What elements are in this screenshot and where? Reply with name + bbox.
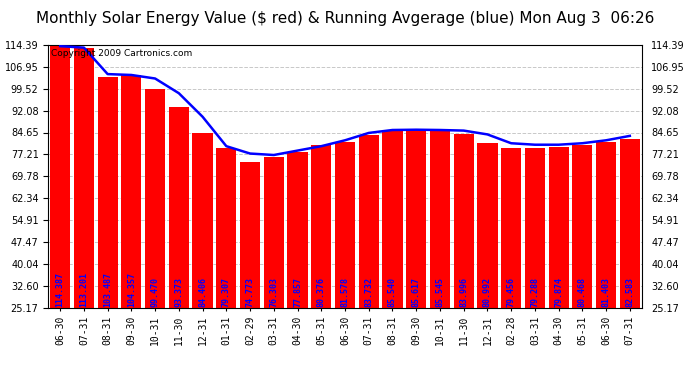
Text: 82.583: 82.583	[625, 277, 634, 307]
Text: 93.373: 93.373	[175, 277, 184, 307]
Text: 74.773: 74.773	[246, 277, 255, 307]
Bar	[620, 139, 640, 308]
Bar	[335, 141, 355, 308]
Bar	[50, 45, 70, 308]
Bar	[145, 89, 165, 308]
Text: 84.406: 84.406	[198, 277, 207, 307]
Text: 85.617: 85.617	[412, 277, 421, 307]
Bar	[596, 142, 616, 308]
Text: 85.540: 85.540	[388, 277, 397, 307]
Text: 113.201: 113.201	[79, 272, 88, 307]
Bar	[453, 134, 474, 308]
Bar	[477, 143, 497, 308]
Bar	[382, 130, 402, 308]
Bar	[216, 148, 237, 308]
Text: Copyright 2009 Cartronics.com: Copyright 2009 Cartronics.com	[51, 49, 193, 58]
Bar	[549, 147, 569, 308]
Text: 79.456: 79.456	[506, 277, 515, 307]
Bar	[74, 48, 94, 308]
Text: 99.470: 99.470	[150, 277, 159, 307]
Bar	[359, 135, 379, 308]
Text: 85.545: 85.545	[435, 277, 444, 307]
Text: 83.732: 83.732	[364, 277, 373, 307]
Text: 81.578: 81.578	[340, 277, 350, 307]
Text: 79.874: 79.874	[554, 277, 563, 307]
Text: 103.487: 103.487	[103, 272, 112, 307]
Text: 79.307: 79.307	[221, 277, 231, 307]
Text: 80.376: 80.376	[317, 277, 326, 307]
Bar	[311, 145, 331, 308]
Text: 114.387: 114.387	[56, 272, 65, 307]
Bar	[501, 148, 521, 308]
Text: 81.403: 81.403	[602, 277, 611, 307]
Bar	[169, 107, 189, 307]
Bar	[572, 145, 593, 308]
Bar	[264, 157, 284, 308]
Text: 83.996: 83.996	[459, 277, 469, 307]
Bar	[288, 153, 308, 308]
Text: 80.992: 80.992	[483, 277, 492, 307]
Text: 77.857: 77.857	[293, 277, 302, 307]
Text: 76.303: 76.303	[269, 277, 278, 307]
Bar	[240, 162, 260, 308]
Bar	[193, 133, 213, 308]
Bar	[97, 77, 118, 308]
Bar	[406, 130, 426, 308]
Text: 79.288: 79.288	[531, 277, 540, 307]
Text: 104.357: 104.357	[127, 272, 136, 307]
Bar	[525, 148, 545, 308]
Bar	[121, 75, 141, 308]
Bar	[430, 130, 450, 308]
Text: 80.468: 80.468	[578, 277, 587, 307]
Text: Monthly Solar Energy Value ($ red) & Running Avgerage (blue) Mon Aug 3  06:26: Monthly Solar Energy Value ($ red) & Run…	[36, 11, 654, 26]
